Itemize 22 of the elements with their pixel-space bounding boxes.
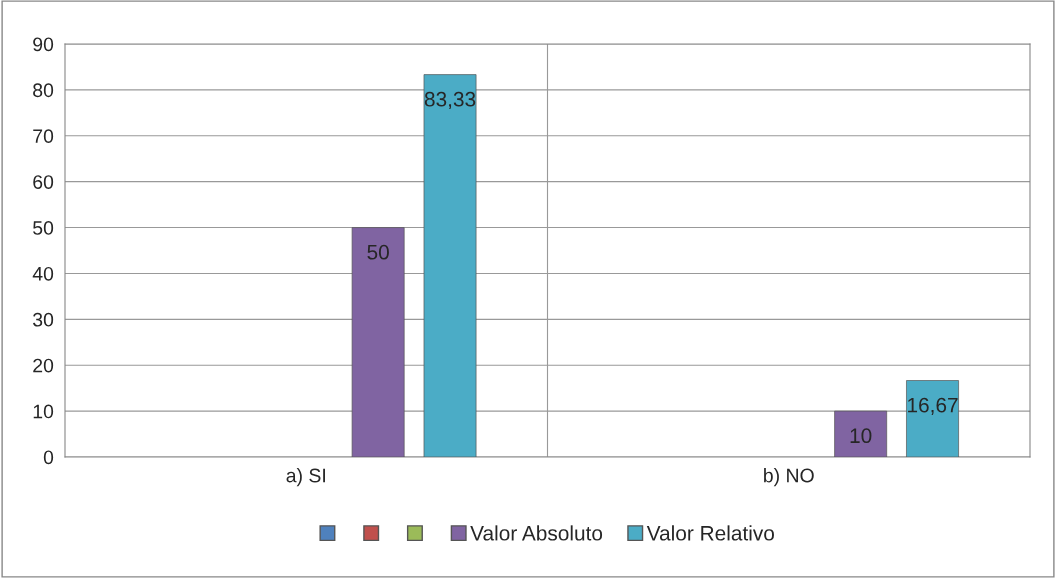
data-label: 83,33 bbox=[424, 91, 476, 110]
x-tick-label: a) SI bbox=[286, 468, 325, 487]
y-tick-label: 60 bbox=[33, 175, 54, 189]
bar bbox=[906, 380, 959, 457]
y-tick-label: 90 bbox=[33, 37, 54, 52]
y-tick-label: 40 bbox=[32, 266, 54, 281]
y-tick-label: 70 bbox=[33, 129, 54, 144]
y-tick-label: 20 bbox=[33, 358, 54, 373]
y-tick-label: 50 bbox=[33, 221, 54, 235]
y-tick-label: 80 bbox=[33, 83, 54, 98]
data-label: 16,67 bbox=[908, 397, 958, 415]
legend-label: Valor Absoluto bbox=[470, 525, 603, 541]
bar bbox=[834, 410, 888, 457]
data-label: 50 bbox=[367, 244, 389, 260]
y-tick-label: 10 bbox=[33, 404, 54, 419]
x-tick-label: b) NO bbox=[764, 468, 814, 487]
data-label: 10 bbox=[850, 428, 872, 444]
legend-label: Valor Relativo bbox=[646, 525, 774, 541]
bar bbox=[423, 74, 477, 457]
bar bbox=[351, 227, 405, 457]
y-tick-label: 0 bbox=[43, 450, 54, 465]
y-tick-label: 30 bbox=[33, 312, 54, 327]
